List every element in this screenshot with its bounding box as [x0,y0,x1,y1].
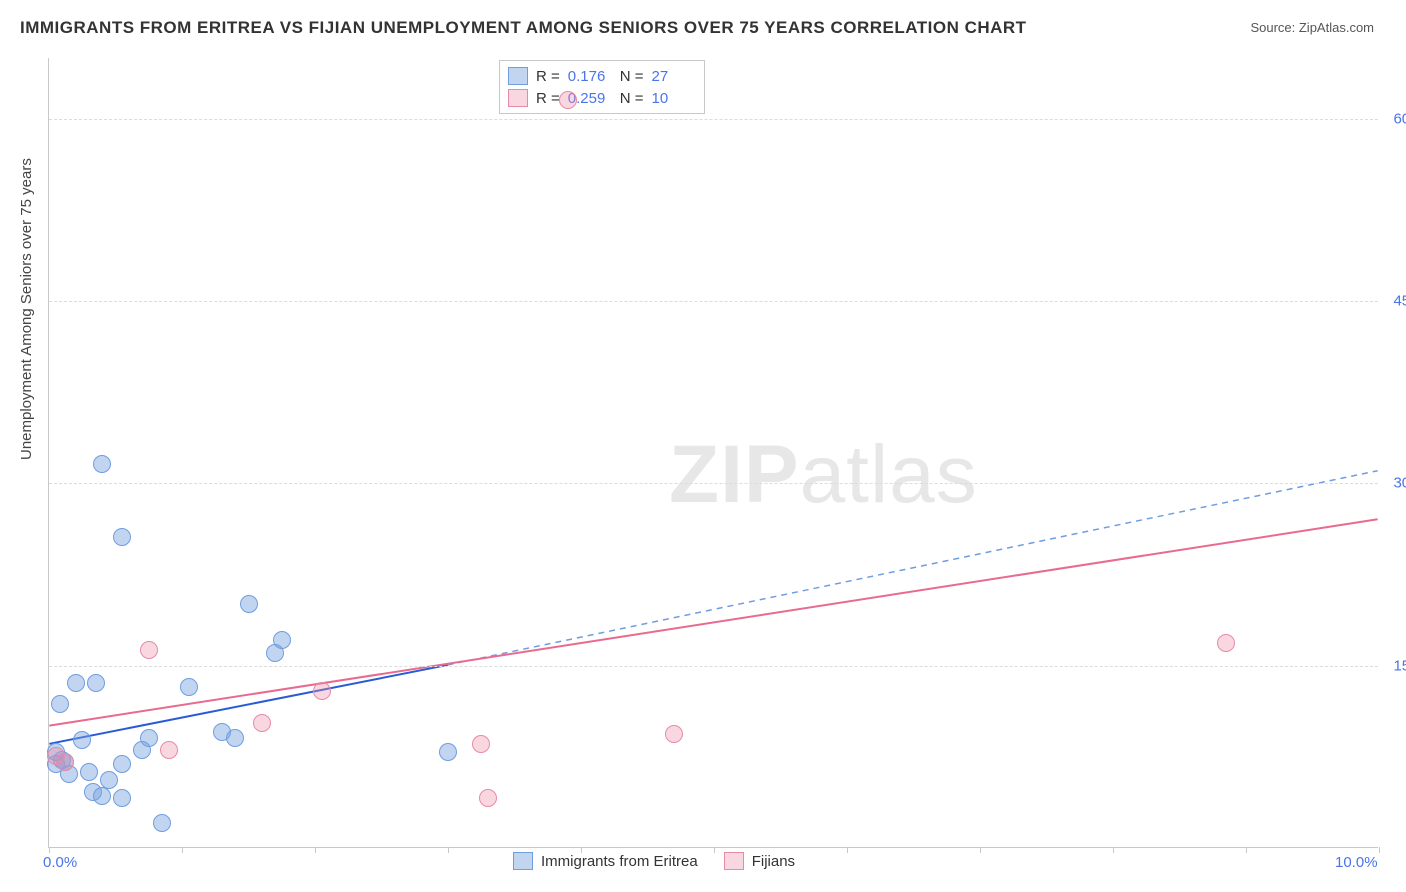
data-point [73,731,91,749]
legend-r-value: 0.176 [568,68,612,85]
gridline [49,119,1378,120]
x-tick-label: 0.0% [43,854,77,871]
data-point [266,644,284,662]
data-point [113,789,131,807]
legend-swatch [508,67,528,85]
data-point [80,763,98,781]
data-point [439,743,457,761]
x-tick [1246,847,1247,853]
legend-n-value: 10 [652,90,696,107]
x-tick [1379,847,1380,853]
data-point [113,755,131,773]
series-legend-item: Fijians [724,852,795,870]
y-tick-label: 30.0% [1393,475,1406,492]
data-point [1217,634,1235,652]
gridline [49,301,1378,302]
legend-row: R =0.259N =10 [508,87,696,109]
data-point [240,595,258,613]
data-point [313,682,331,700]
data-point [226,729,244,747]
legend-swatch [513,852,533,870]
data-point [133,741,151,759]
y-tick-label: 15.0% [1393,657,1406,674]
series-legend-item: Immigrants from Eritrea [513,852,698,870]
data-point [67,674,85,692]
x-tick [980,847,981,853]
legend-swatch [508,89,528,107]
data-point [559,91,577,109]
data-point [100,771,118,789]
legend-n-label: N = [620,68,644,85]
data-point [93,787,111,805]
gridline [49,666,1378,667]
legend-swatch [724,852,744,870]
data-point [93,455,111,473]
x-tick [847,847,848,853]
watermark: ZIPatlas [669,428,978,522]
x-tick [49,847,50,853]
plot-area: ZIPatlas R =0.176N =27R =0.259N =10 15.0… [48,58,1378,848]
data-point [87,674,105,692]
legend-n-value: 27 [652,68,696,85]
data-point [153,814,171,832]
legend-n-label: N = [620,90,644,107]
gridline [49,483,1378,484]
data-point [113,528,131,546]
chart-title: IMMIGRANTS FROM ERITREA VS FIJIAN UNEMPL… [20,18,1027,38]
legend-row: R = 0.176 N = 27 [508,65,696,87]
data-point [472,735,490,753]
y-tick-label: 60.0% [1393,110,1406,127]
series-legend: Immigrants from Eritrea Fijians [513,852,795,870]
data-point [56,753,74,771]
watermark-light: atlas [800,429,978,520]
trend-line [448,471,1378,665]
correlation-legend: R =0.176N =27R =0.259N =10 [499,60,705,114]
data-point [160,741,178,759]
legend-r-label: R = [536,68,560,85]
x-tick [448,847,449,853]
y-tick-label: 45.0% [1393,293,1406,310]
data-point [140,641,158,659]
x-tick-label: 10.0% [1335,854,1378,871]
source-label: Source: ZipAtlas.com [1250,20,1374,35]
x-tick [315,847,316,853]
data-point [51,695,69,713]
watermark-bold: ZIP [669,429,800,520]
data-point [479,789,497,807]
series-name: Fijians [752,853,795,870]
trend-line [49,665,447,744]
x-tick [1113,847,1114,853]
data-point [180,678,198,696]
trend-line [49,519,1377,725]
series-name: Immigrants from Eritrea [541,853,698,870]
x-tick [182,847,183,853]
legend-r-label: R = [536,90,560,107]
data-point [253,714,271,732]
data-point [665,725,683,743]
y-axis-label: Unemployment Among Seniors over 75 years [18,158,35,460]
trend-lines-layer [49,58,1378,847]
